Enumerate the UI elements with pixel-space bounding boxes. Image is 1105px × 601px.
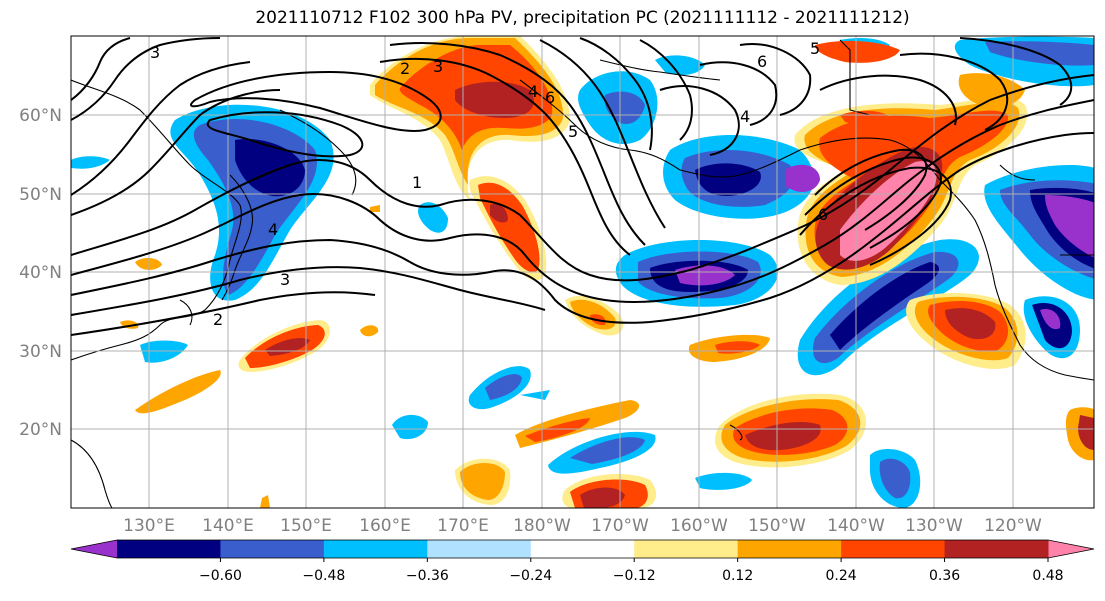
negative-anomaly-west-coast: [984, 165, 1094, 300]
contour-label: 2: [400, 59, 410, 78]
colorbar-tick-label: −0.12: [613, 568, 656, 584]
lon-label: 140°W: [827, 516, 885, 536]
colorbar-extend-max: [1048, 540, 1094, 558]
lon-label: 140°E: [202, 516, 254, 536]
colorbar-tick-label: −0.48: [302, 568, 345, 584]
lon-label: 130°W: [905, 516, 963, 536]
colorbar-tick-label: 0.36: [929, 568, 960, 584]
lon-label: 160°E: [359, 516, 411, 536]
lon-label: 130°E: [123, 516, 175, 536]
colorbar-segment: [323, 540, 428, 558]
lat-label: 40°N: [19, 263, 62, 283]
lat-label: 50°N: [19, 185, 62, 205]
shaded-field: [71, 36, 1094, 508]
colorbar-segment: [841, 540, 946, 558]
colorbar-segment: [427, 540, 532, 558]
positive-anomaly-west-subtropics: [120, 258, 379, 414]
colorbar-tick-label: −0.24: [509, 568, 552, 584]
plot-frame: [70, 35, 1095, 509]
colorbar-tick-label: −0.60: [199, 568, 242, 584]
colorbar-tick-label: −0.36: [406, 568, 449, 584]
positive-anomaly-north-central: [370, 36, 570, 200]
contour-label: 6: [818, 205, 828, 224]
contour-label: 4: [528, 82, 538, 101]
contour-label: 5: [810, 39, 820, 58]
lon-label: 120°W: [984, 516, 1042, 536]
negative-anomaly-gulf: [1023, 296, 1080, 359]
positive-anomaly-alaska: [794, 40, 1028, 286]
contour-label-group: 3 2 3 4 6 5 6 1 4 3 2 4 5 6: [150, 39, 828, 329]
lat-label: 20°N: [19, 420, 62, 440]
colorbar-segment: [634, 540, 739, 558]
contour-label: 6: [757, 52, 767, 71]
colorbar-outline: [70, 539, 1095, 559]
contour-label: 4: [740, 107, 750, 126]
contour-label: 6: [545, 88, 555, 107]
contour-label: 5: [568, 122, 578, 141]
lat-label: 30°N: [19, 342, 62, 362]
contour-label: 4: [268, 220, 278, 239]
colorbar-segment: [220, 540, 325, 558]
contour-label: 1: [412, 173, 422, 192]
colorbar-segment: [530, 540, 635, 558]
pv-contours: [71, 37, 1094, 336]
colorbar: −0.60 −0.48 −0.36 −0.24 −0.12 0.12 0.24 0.36 0.4…: [70, 539, 1095, 584]
lon-label: 180°W: [513, 516, 571, 536]
lon-label: 170°W: [591, 516, 649, 536]
contour-label: 3: [150, 43, 160, 62]
colorbar-tick-label: 0.24: [826, 568, 857, 584]
lon-label: 160°W: [670, 516, 728, 536]
colorbar-segment: [117, 540, 221, 558]
contour-label: 3: [433, 57, 443, 76]
positive-anomaly-southern-cells: [260, 205, 867, 508]
colorbar-segment: [944, 540, 1049, 558]
colorbar-segment: [737, 540, 842, 558]
colorbar-tick-label: 0.12: [722, 568, 753, 584]
positive-anomaly-subtropical-cells: [565, 293, 1094, 461]
colorbar-tick-label: 0.48: [1032, 568, 1063, 584]
map-title: 2021110712 F102 300 hPa PV, precipitatio…: [255, 8, 910, 28]
lon-label: 150°E: [280, 516, 332, 536]
negative-anomaly-central-pacific: [615, 240, 778, 307]
contour-label: 3: [280, 270, 290, 289]
longitude-labels: 130°E 140°E 150°E 160°E 170°E 180°W 170°…: [123, 516, 1042, 536]
negative-anomaly-aleutian: [663, 135, 820, 219]
latitude-labels: 60°N 50°N 40°N 30°N 20°N: [19, 106, 62, 440]
lon-label: 150°W: [748, 516, 806, 536]
negative-anomaly-west-pacific: [170, 104, 334, 301]
negative-anomaly-small-cells: [71, 156, 921, 508]
contour-label: 2: [213, 310, 223, 329]
colorbar-extend-min: [71, 540, 117, 558]
lon-label: 170°E: [437, 516, 489, 536]
lat-label: 60°N: [19, 106, 62, 126]
